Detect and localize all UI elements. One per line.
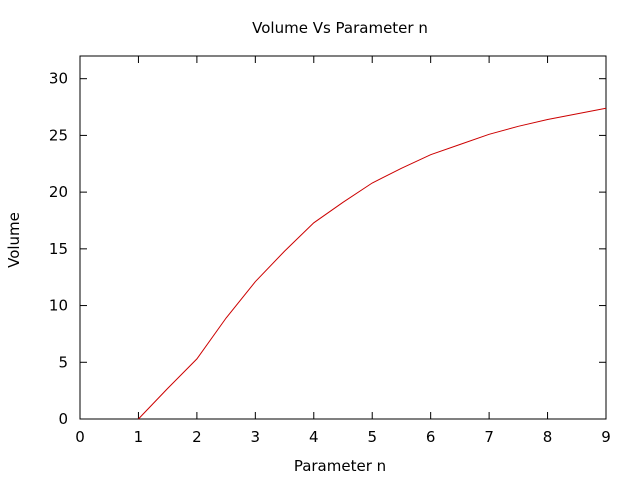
x-tick-label: 5 [367, 428, 377, 446]
plot-frame [79, 55, 607, 420]
axes: 0 1 2 3 4 5 6 7 8 9 0 5 10 15 20 25 30 [49, 56, 611, 446]
x-tick-label: 8 [543, 428, 553, 446]
series-line [138, 107, 607, 420]
y-tick-label: 30 [49, 70, 68, 88]
x-tick-label: 3 [251, 428, 261, 446]
y-tick-label: 0 [58, 410, 68, 428]
y-tick-label: 25 [49, 126, 68, 144]
y-axis-label: Volume [5, 212, 23, 268]
x-tick-label: 7 [484, 428, 494, 446]
x-tick-label: 4 [309, 428, 319, 446]
x-tick-label: 2 [192, 428, 202, 446]
series-layer [138, 107, 607, 420]
y-tick-label: 20 [49, 183, 68, 201]
y-tick-label: 10 [49, 297, 68, 315]
y-tick-label: 5 [58, 353, 68, 371]
chart-title: Volume Vs Parameter n [252, 19, 428, 37]
x-tick-label: 0 [75, 428, 85, 446]
y-tick-label: 15 [49, 240, 68, 258]
x-tick-label: 1 [134, 428, 144, 446]
x-axis-label: Parameter n [294, 457, 386, 475]
x-tick-label: 9 [601, 428, 611, 446]
x-tick-label: 6 [426, 428, 436, 446]
